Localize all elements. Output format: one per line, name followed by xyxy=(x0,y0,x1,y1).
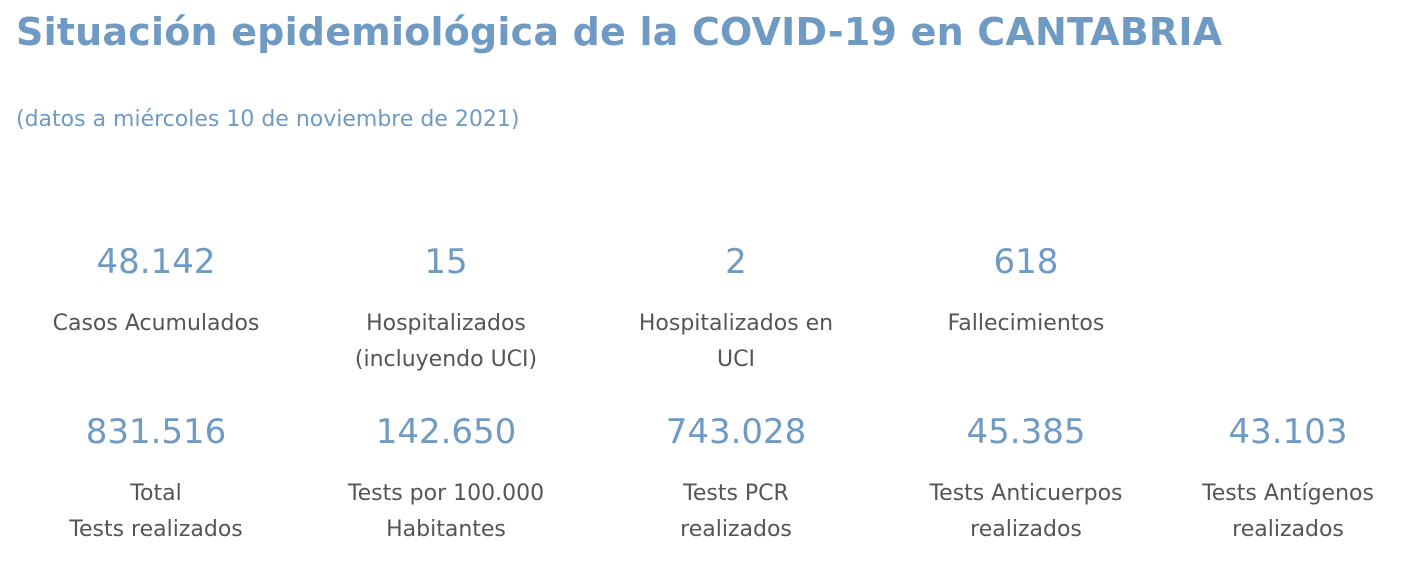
stat-value: 43.103 xyxy=(1228,412,1348,452)
stat-value: 2 xyxy=(725,242,747,282)
stat-value: 618 xyxy=(993,242,1059,282)
stat-value: 48.142 xyxy=(96,242,216,282)
stat-value: 831.516 xyxy=(85,412,227,452)
stat-label: Hospitalizados en UCI xyxy=(638,311,834,372)
stat-label: Hospitalizados (incluyendo UCI) xyxy=(354,311,538,372)
stat-total-tests: 831.516 Total Tests realizados xyxy=(16,410,296,548)
stat-tests-antigenos: 43.103 Tests Antígenos realizados xyxy=(1148,410,1428,548)
stat-label: Total Tests realizados xyxy=(69,481,243,542)
stat-value: 142.650 xyxy=(375,412,517,452)
stat-tests-por-100000: 142.650 Tests por 100.000 Habitantes xyxy=(306,410,586,548)
stat-value: 743.028 xyxy=(665,412,807,452)
stat-value: 15 xyxy=(424,242,468,282)
page-title: Situación epidemiológica de la COVID-19 … xyxy=(16,10,1223,54)
stat-label: Tests por 100.000 Habitantes xyxy=(347,481,545,542)
page-subtitle-date: (datos a miércoles 10 de noviembre de 20… xyxy=(16,107,520,132)
stat-label: Tests Antígenos realizados xyxy=(1202,481,1374,542)
stat-value: 45.385 xyxy=(966,412,1086,452)
stat-hospitalizados-uci: 2 Hospitalizados en UCI xyxy=(596,240,876,378)
stat-casos-acumulados: 48.142 Casos Acumulados xyxy=(16,240,296,342)
stat-hospitalizados: 15 Hospitalizados (incluyendo UCI) xyxy=(306,240,586,378)
stat-label: Tests Anticuerpos realizados xyxy=(929,481,1123,542)
stat-label: Fallecimientos xyxy=(947,311,1105,336)
stat-tests-pcr: 743.028 Tests PCR realizados xyxy=(596,410,876,548)
stat-tests-anticuerpos: 45.385 Tests Anticuerpos realizados xyxy=(886,410,1166,548)
stat-label: Casos Acumulados xyxy=(52,311,260,336)
stat-label: Tests PCR realizados xyxy=(680,481,792,542)
stat-fallecimientos: 618 Fallecimientos xyxy=(886,240,1166,342)
